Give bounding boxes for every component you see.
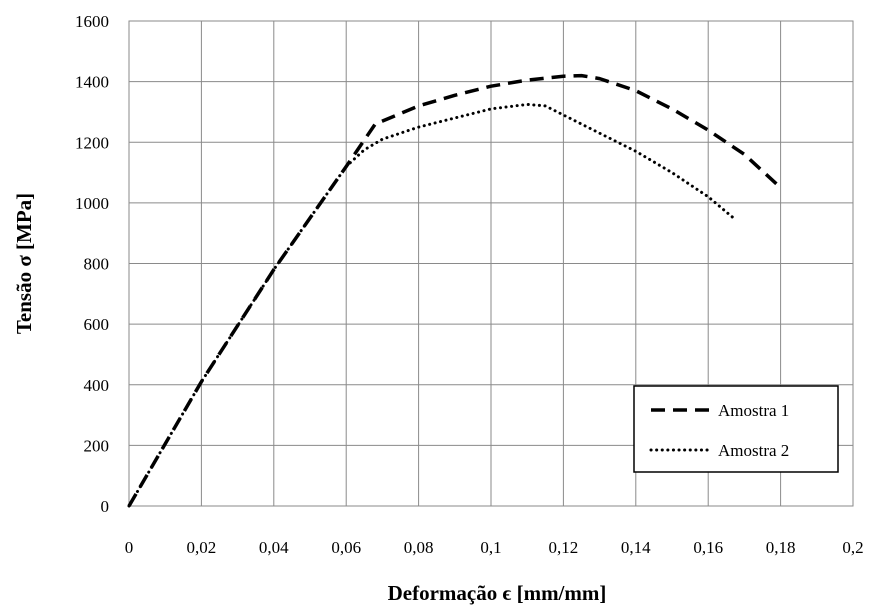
y-tick-label: 1200: [75, 133, 109, 152]
legend: Amostra 1 Amostra 2: [633, 385, 839, 473]
y-tick-label: 1400: [75, 73, 109, 92]
x-tick-label: 0,02: [187, 538, 217, 557]
x-tick-label: 0: [125, 538, 134, 557]
y-tick-label: 800: [84, 255, 110, 274]
legend-label-amostra-2: Amostra 2: [718, 441, 789, 460]
y-tick-label: 0: [101, 497, 110, 516]
x-tick-labels: 0 0,02 0,04 0,06 0,08 0,1 0,12 0,14 0,16 0,18 0,2: [125, 538, 864, 557]
y-tick-label: 200: [84, 436, 110, 455]
y-tick-label: 1600: [75, 12, 109, 31]
x-tick-label: 0,16: [693, 538, 723, 557]
x-tick-label: 0,12: [549, 538, 579, 557]
y-tick-label: 400: [84, 376, 110, 395]
plot-area-frame: [128, 20, 854, 507]
y-axis-title: Tensão σ [MPa]: [12, 193, 36, 334]
series-layer: [127, 73, 782, 508]
y-tick-label: 600: [84, 315, 110, 334]
x-tick-label: 0,04: [259, 538, 289, 557]
legend-label-amostra-1: Amostra 1: [718, 401, 789, 420]
y-tick-label: 1000: [75, 194, 109, 213]
x-tick-label: 0,18: [766, 538, 796, 557]
series-line-1: [127, 73, 782, 507]
x-tick-label: 0,2: [842, 538, 863, 557]
legend-box: [633, 385, 839, 473]
x-axis-title: Deformação ϵ [mm/mm]: [388, 581, 607, 605]
x-tick-label: 0,1: [480, 538, 501, 557]
x-tick-label: 0,06: [331, 538, 361, 557]
x-tick-label: 0,08: [404, 538, 434, 557]
y-tick-labels: 0 200 400 600 800 1000 1200 1400 1600: [75, 12, 109, 516]
x-tick-label: 0,14: [621, 538, 651, 557]
